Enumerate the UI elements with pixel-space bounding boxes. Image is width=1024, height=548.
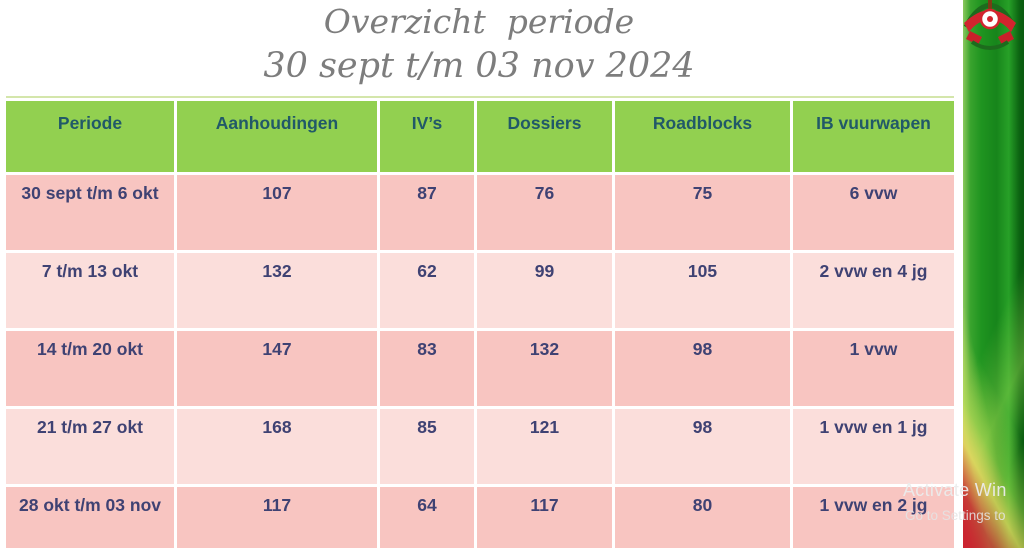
- table-row: 28 okt t/m 03 nov 117 64 117 80 1 vvw en…: [6, 487, 954, 548]
- cell-value: 80: [615, 487, 790, 548]
- col-header-roadblocks: Roadblocks: [615, 101, 790, 172]
- table-top-border: [6, 96, 954, 98]
- cell-value: 98: [615, 331, 790, 406]
- cell-value: 132: [177, 253, 377, 328]
- cell-value: 98: [615, 409, 790, 484]
- cell-periode: 28 okt t/m 03 nov: [6, 487, 174, 548]
- cell-value: 168: [177, 409, 377, 484]
- cell-value: 6 vvw: [793, 175, 954, 250]
- col-header-dossiers: Dossiers: [477, 101, 612, 172]
- col-header-periode: Periode: [6, 101, 174, 172]
- page-title: Overzicht periode 30 sept t/m 03 nov 202…: [0, 0, 958, 88]
- table-row: 7 t/m 13 okt 132 62 99 105 2 vvw en 4 jg: [6, 253, 954, 328]
- col-header-aanhoudingen: Aanhoudingen: [177, 101, 377, 172]
- cell-value: 121: [477, 409, 612, 484]
- table-header-row: Periode Aanhoudingen IV’s Dossiers Roadb…: [6, 101, 954, 172]
- police-crest-icon: [963, 0, 1017, 51]
- cell-value: 87: [380, 175, 474, 250]
- table-row: 14 t/m 20 okt 147 83 132 98 1 vvw: [6, 331, 954, 406]
- cell-value: 76: [477, 175, 612, 250]
- cell-value: 85: [380, 409, 474, 484]
- cell-value: 75: [615, 175, 790, 250]
- cell-value: 83: [380, 331, 474, 406]
- cell-value: 1 vvw en 2 jg: [793, 487, 954, 548]
- cell-periode: 14 t/m 20 okt: [6, 331, 174, 406]
- cell-value: 117: [477, 487, 612, 548]
- cell-value: 105: [615, 253, 790, 328]
- cell-value: 147: [177, 331, 377, 406]
- col-header-ivs: IV’s: [380, 101, 474, 172]
- cell-value: 117: [177, 487, 377, 548]
- cell-value: 99: [477, 253, 612, 328]
- cell-value: 107: [177, 175, 377, 250]
- cell-periode: 7 t/m 13 okt: [6, 253, 174, 328]
- decorative-flag-stripe: [963, 0, 1024, 548]
- cell-periode: 21 t/m 27 okt: [6, 409, 174, 484]
- table-row: 21 t/m 27 okt 168 85 121 98 1 vvw en 1 j…: [6, 409, 954, 484]
- table-row: 30 sept t/m 6 okt 107 87 76 75 6 vvw: [6, 175, 954, 250]
- overview-table: Periode Aanhoudingen IV’s Dossiers Roadb…: [3, 98, 957, 548]
- cell-value: 2 vvw en 4 jg: [793, 253, 954, 328]
- cell-value: 1 vvw: [793, 331, 954, 406]
- title-line-1: Overzicht periode: [323, 2, 635, 41]
- cell-periode: 30 sept t/m 6 okt: [6, 175, 174, 250]
- cell-value: 62: [380, 253, 474, 328]
- cell-value: 64: [380, 487, 474, 548]
- cell-value: 132: [477, 331, 612, 406]
- col-header-ib-vuurwapen: IB vuurwapen: [793, 101, 954, 172]
- title-line-2: 30 sept t/m 03 nov 2024: [263, 46, 695, 86]
- cell-value: 1 vvw en 1 jg: [793, 409, 954, 484]
